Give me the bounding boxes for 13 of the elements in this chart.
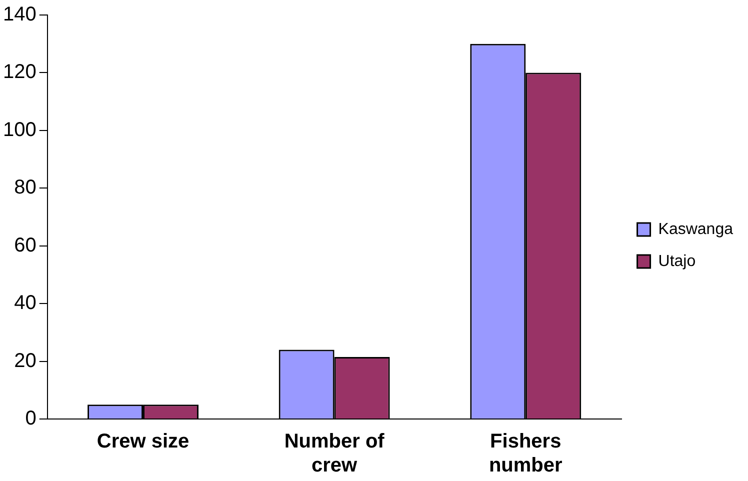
y-tick-label: 80	[14, 176, 36, 199]
y-tick-label: 40	[14, 292, 36, 314]
legend-label: Utajo	[658, 252, 696, 270]
y-tick-label: 120	[2, 61, 36, 84]
y-tick-label: 60	[14, 234, 36, 256]
y-tick-label: 140	[2, 4, 36, 26]
y-tick-label: 100	[2, 118, 36, 141]
y-tick-label: 20	[14, 350, 36, 372]
y-tick-label: 0	[25, 408, 36, 430]
x-tick-label: Number of crew	[284, 430, 385, 477]
x-tick-label: Fishers number	[488, 430, 563, 477]
x-tick-label: Crew size	[96, 430, 190, 453]
legend-label: Kaswanga	[658, 220, 734, 238]
